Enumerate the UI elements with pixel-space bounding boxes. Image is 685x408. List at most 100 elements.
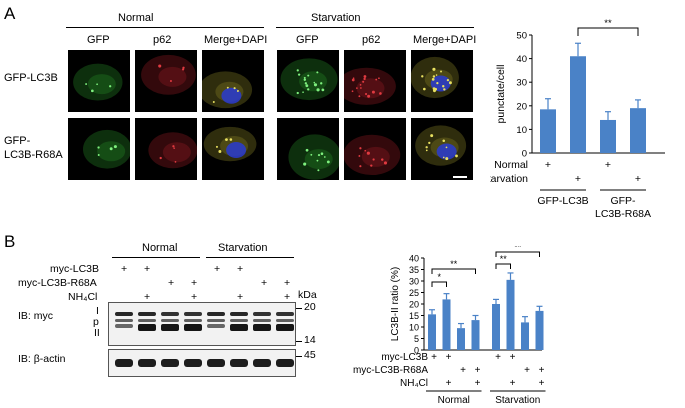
significance-label: ** bbox=[514, 246, 522, 252]
group-label: GFP- bbox=[610, 195, 636, 207]
puncta bbox=[212, 100, 215, 103]
blot-label-myc: IB: myc bbox=[18, 310, 54, 322]
puncta bbox=[113, 145, 117, 149]
puncta bbox=[455, 154, 458, 158]
micrograph-gfp bbox=[277, 118, 339, 180]
treatment-mark: + bbox=[575, 173, 581, 185]
puncta bbox=[172, 145, 175, 148]
puncta bbox=[317, 169, 320, 172]
treatment-row-label: myc-LC3B bbox=[381, 352, 428, 363]
puncta bbox=[432, 67, 436, 71]
treatment-mark: + bbox=[475, 365, 481, 376]
puncta bbox=[428, 141, 431, 145]
puncta bbox=[226, 86, 229, 89]
puncta bbox=[375, 78, 378, 81]
bar bbox=[570, 56, 586, 153]
band-I bbox=[161, 312, 179, 316]
blot-treatment-mark: + bbox=[214, 263, 221, 275]
y-tick-label: 25 bbox=[409, 288, 419, 298]
cell-cytoplasm bbox=[356, 78, 385, 99]
puncta bbox=[109, 147, 113, 151]
treatment-mark: + bbox=[446, 378, 452, 389]
micrograph-merge bbox=[202, 118, 264, 180]
treatment-mark: + bbox=[524, 365, 530, 376]
micrograph-p62 bbox=[344, 118, 406, 180]
micrograph-p62 bbox=[344, 50, 406, 112]
channel-gfp-label: GFP bbox=[87, 34, 110, 46]
cell-cytoplasm bbox=[97, 141, 126, 162]
puncta bbox=[445, 146, 448, 149]
puncta bbox=[379, 92, 382, 95]
band-actin bbox=[115, 359, 133, 367]
blot-treatment-mark: + bbox=[191, 277, 198, 289]
blot-condition-normal-label: Normal bbox=[142, 242, 178, 254]
significance-bracket bbox=[431, 268, 476, 274]
puncta bbox=[370, 164, 373, 167]
puncta bbox=[305, 84, 309, 88]
y-tick-label: 20 bbox=[516, 101, 527, 112]
puncta bbox=[358, 155, 361, 157]
cell-body bbox=[82, 129, 130, 169]
band-p bbox=[207, 319, 225, 322]
panel-b-letter: B bbox=[4, 232, 16, 251]
treatment-row-label: myc-LC3B-R68A bbox=[353, 365, 428, 376]
cell-body bbox=[344, 67, 396, 105]
band-I bbox=[253, 312, 271, 316]
puncta bbox=[359, 84, 362, 86]
y-tick-label: 50 bbox=[516, 31, 527, 42]
puncta bbox=[303, 78, 307, 81]
marker-45-tick bbox=[295, 356, 302, 357]
puncta bbox=[316, 71, 319, 74]
band-II bbox=[115, 324, 133, 328]
significance-bracket bbox=[495, 263, 511, 269]
puncta bbox=[363, 75, 367, 78]
bar bbox=[630, 108, 646, 153]
blot-label-actin: IB: β-actin bbox=[18, 353, 66, 365]
micrograph-gfp bbox=[277, 50, 339, 112]
puncta bbox=[307, 88, 310, 91]
kda-label: kDa bbox=[298, 289, 317, 301]
marker-20-label: 20 bbox=[304, 301, 316, 313]
puncta bbox=[431, 78, 435, 81]
band-I bbox=[115, 312, 133, 316]
y-tick-label: 30 bbox=[409, 277, 419, 287]
y-tick-label: 5 bbox=[414, 334, 419, 344]
y-tick-label: 40 bbox=[409, 254, 419, 264]
band-actin bbox=[207, 359, 225, 367]
blot-treatment-mark: + bbox=[191, 291, 198, 303]
scale-bar bbox=[453, 176, 467, 178]
band-actin bbox=[161, 359, 179, 367]
bar bbox=[535, 310, 544, 350]
puncta bbox=[236, 90, 239, 93]
band-actin bbox=[253, 359, 271, 367]
band-I bbox=[138, 312, 156, 316]
treatment-mark: + bbox=[460, 365, 466, 376]
cell-body bbox=[141, 54, 196, 95]
puncta bbox=[297, 73, 301, 76]
puncta bbox=[442, 85, 445, 88]
significance-bracket bbox=[431, 281, 447, 287]
blot-condition-starvation-rule bbox=[206, 257, 294, 258]
blot-treatment-mark: + bbox=[284, 277, 291, 289]
puncta bbox=[96, 83, 98, 86]
channel-p62-label: p62 bbox=[153, 34, 172, 46]
puncta bbox=[435, 74, 438, 76]
band-label-I: I bbox=[96, 305, 99, 317]
band-actin bbox=[230, 359, 248, 367]
blot-treatment-mark: + bbox=[261, 277, 268, 289]
puncta bbox=[181, 68, 185, 71]
treatment-mark: + bbox=[605, 159, 611, 171]
bar bbox=[457, 328, 465, 350]
cell-cytoplasm bbox=[299, 71, 328, 92]
channel-merge-label: Merge+DAPI bbox=[204, 34, 268, 46]
micrograph-merge bbox=[411, 118, 473, 180]
significance-label: ** bbox=[450, 259, 458, 269]
treatment-mark: + bbox=[495, 352, 501, 363]
nucleus-dapi bbox=[436, 143, 457, 160]
puncta bbox=[383, 161, 388, 165]
puncta bbox=[303, 76, 306, 79]
puncta bbox=[303, 162, 307, 166]
row-label-gfp-lc3b-r68a-line2: LC3B-R68A bbox=[4, 149, 63, 161]
cell-cytoplasm bbox=[87, 74, 116, 95]
micrograph-p62 bbox=[135, 118, 197, 180]
